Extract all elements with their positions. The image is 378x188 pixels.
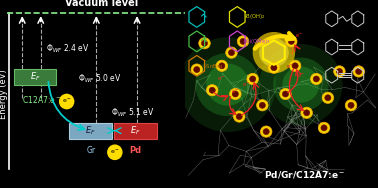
Circle shape xyxy=(237,36,249,47)
Circle shape xyxy=(353,66,364,77)
Circle shape xyxy=(249,76,256,82)
Circle shape xyxy=(322,92,334,103)
Circle shape xyxy=(195,53,260,116)
Circle shape xyxy=(253,32,295,73)
Circle shape xyxy=(345,100,357,111)
Circle shape xyxy=(304,110,310,116)
Circle shape xyxy=(206,64,249,106)
Circle shape xyxy=(216,60,228,71)
Circle shape xyxy=(260,126,272,137)
Circle shape xyxy=(273,58,328,112)
Circle shape xyxy=(321,125,327,131)
Circle shape xyxy=(247,73,259,85)
Text: $E_F$: $E_F$ xyxy=(130,125,141,137)
FancyBboxPatch shape xyxy=(70,123,112,139)
Text: -B(OH)$_2$: -B(OH)$_2$ xyxy=(244,12,266,21)
Circle shape xyxy=(236,114,242,120)
Circle shape xyxy=(108,145,122,159)
Text: Φ$_{WF}$ 5.1 eV: Φ$_{WF}$ 5.1 eV xyxy=(111,107,155,119)
Text: Gr: Gr xyxy=(86,146,95,155)
Text: e$^-$: e$^-$ xyxy=(294,32,303,40)
FancyBboxPatch shape xyxy=(114,123,156,139)
Text: Φ$_{WF}$ 5.0 eV: Φ$_{WF}$ 5.0 eV xyxy=(78,73,121,85)
Circle shape xyxy=(60,94,74,109)
Circle shape xyxy=(280,88,291,100)
Circle shape xyxy=(209,87,215,93)
Text: e$^-$: e$^-$ xyxy=(231,88,240,96)
Circle shape xyxy=(206,85,218,96)
Text: I: I xyxy=(290,48,293,57)
Circle shape xyxy=(240,38,246,44)
Circle shape xyxy=(318,122,330,133)
Text: Φ$_{WF}$ 2.4 eV: Φ$_{WF}$ 2.4 eV xyxy=(46,43,90,55)
Circle shape xyxy=(285,36,297,47)
Circle shape xyxy=(288,38,294,44)
Text: Vacuum level: Vacuum level xyxy=(65,0,138,8)
Text: e$^-$: e$^-$ xyxy=(286,63,295,71)
Circle shape xyxy=(228,50,235,56)
Text: e$^-$: e$^-$ xyxy=(217,75,226,83)
Circle shape xyxy=(268,62,280,73)
Text: $E_F$: $E_F$ xyxy=(30,70,40,83)
Circle shape xyxy=(334,66,345,77)
Text: e$^-$: e$^-$ xyxy=(62,98,72,105)
Circle shape xyxy=(301,107,313,118)
Circle shape xyxy=(271,65,277,71)
Circle shape xyxy=(356,68,362,74)
Text: e$^-$: e$^-$ xyxy=(242,81,250,89)
Circle shape xyxy=(348,102,354,108)
Text: Pd/Gr/C12A7:e$^-$: Pd/Gr/C12A7:e$^-$ xyxy=(264,169,345,180)
Text: Energy (eV): Energy (eV) xyxy=(0,69,8,119)
Circle shape xyxy=(311,73,322,85)
Circle shape xyxy=(259,44,342,125)
Circle shape xyxy=(191,64,203,75)
Circle shape xyxy=(263,129,269,135)
Circle shape xyxy=(201,40,208,46)
Text: C12A7:e$^-$: C12A7:e$^-$ xyxy=(22,94,62,105)
Circle shape xyxy=(313,76,319,82)
FancyBboxPatch shape xyxy=(14,69,56,85)
Circle shape xyxy=(199,38,210,49)
Circle shape xyxy=(259,38,289,67)
Circle shape xyxy=(194,67,200,73)
Circle shape xyxy=(282,67,319,103)
Circle shape xyxy=(336,68,342,74)
Text: $E_F$: $E_F$ xyxy=(85,125,96,137)
Circle shape xyxy=(325,95,331,101)
Circle shape xyxy=(232,91,239,97)
Text: e$^-$: e$^-$ xyxy=(110,148,120,156)
Text: Pd: Pd xyxy=(129,146,141,155)
Circle shape xyxy=(229,88,241,100)
Text: -Si(OMe)$_3$: -Si(OMe)$_3$ xyxy=(244,37,271,46)
Circle shape xyxy=(179,37,276,132)
Text: e$^-$: e$^-$ xyxy=(296,72,305,80)
Circle shape xyxy=(257,100,268,111)
Circle shape xyxy=(282,91,288,97)
Circle shape xyxy=(259,102,265,108)
Circle shape xyxy=(219,63,225,69)
Circle shape xyxy=(289,60,301,71)
Circle shape xyxy=(292,63,298,69)
Circle shape xyxy=(233,111,245,122)
Text: -SnBu$_3$: -SnBu$_3$ xyxy=(203,62,223,71)
Circle shape xyxy=(226,47,237,58)
